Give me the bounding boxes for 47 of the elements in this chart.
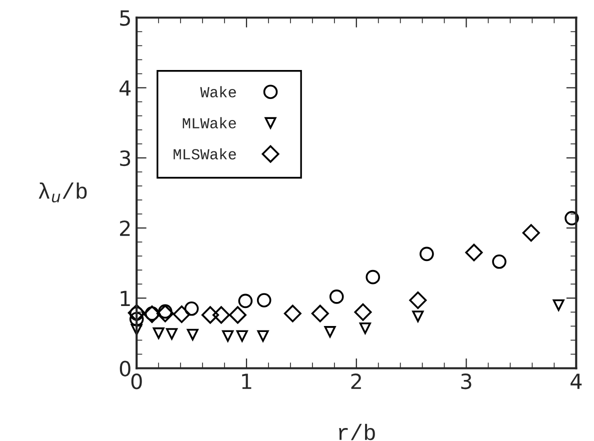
- point: [329, 290, 344, 304]
- legend-label: MLSWake: [174, 148, 236, 160]
- point: [256, 293, 272, 308]
- point: [152, 327, 164, 339]
- x-tick-label: 3: [461, 373, 472, 390]
- point: [492, 254, 506, 269]
- point: [184, 301, 199, 316]
- point: [228, 306, 246, 324]
- point: [186, 328, 198, 340]
- legend-label: MLWake: [182, 117, 236, 128]
- point: [409, 291, 427, 309]
- point: [465, 244, 483, 262]
- point: [522, 224, 540, 242]
- x-tick-label: 4: [570, 374, 582, 389]
- point: [420, 246, 434, 262]
- point: [172, 305, 190, 324]
- y-tick-label: 2: [120, 220, 130, 236]
- point: [222, 330, 234, 342]
- point: [311, 304, 329, 322]
- point: [201, 306, 220, 324]
- point: [284, 304, 302, 322]
- point: [130, 324, 142, 336]
- point: [236, 330, 248, 342]
- legend-label: Wake: [200, 86, 236, 98]
- point: [156, 304, 174, 322]
- point: [324, 326, 336, 338]
- y-tick-label: 1: [120, 290, 130, 306]
- point: [552, 299, 564, 311]
- y-tick-label: 0: [120, 360, 130, 376]
- point: [238, 294, 253, 308]
- x-axis-title: r/b: [339, 424, 375, 440]
- point: [366, 270, 380, 284]
- y-tick-label: 3: [120, 150, 130, 166]
- point: [166, 328, 178, 340]
- point: [412, 310, 424, 322]
- point: [129, 312, 144, 326]
- y-axis-title: λ$_{u}$/b: [38, 182, 87, 202]
- x-tick-label: 1: [242, 374, 252, 389]
- point: [212, 306, 230, 324]
- y-tick-label: 5: [120, 10, 130, 26]
- point: [354, 303, 372, 321]
- point: [564, 211, 579, 226]
- y-tick-label: 4: [120, 80, 131, 96]
- x-tick-label: 0: [131, 373, 142, 390]
- point: [359, 322, 371, 334]
- x-tick-label: 2: [351, 373, 361, 389]
- point: [257, 330, 269, 342]
